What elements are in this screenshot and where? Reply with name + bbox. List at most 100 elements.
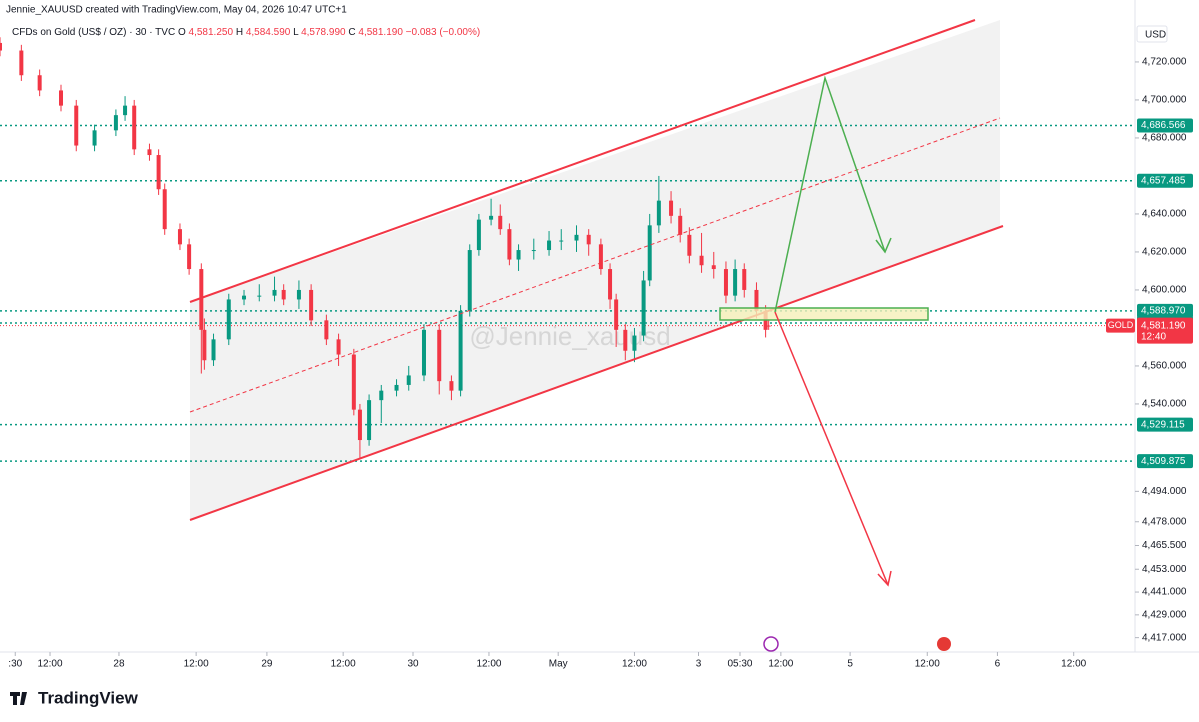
candle-body — [632, 335, 637, 351]
currency: USD — [1145, 30, 1166, 41]
x-tick-label: 12:00 — [768, 659, 793, 670]
brand: TradingView — [38, 688, 139, 707]
y-tick-label: 4,441.000 — [1142, 587, 1187, 598]
candle-body — [123, 105, 128, 116]
candle-body — [242, 295, 247, 300]
x-tick-label: :30 — [8, 659, 22, 670]
y-tick-label: 4,429.000 — [1142, 609, 1187, 620]
candle-body — [742, 269, 747, 290]
level-badge — [1137, 303, 1193, 318]
symbol-info: CFDs on Gold (US$ / OZ) · 30 · TVC O 4,5… — [12, 27, 480, 38]
candle-body — [516, 250, 521, 260]
candle-body — [74, 105, 79, 146]
candle-body — [437, 329, 442, 382]
candle-body — [531, 250, 536, 252]
candle-body — [147, 149, 152, 156]
header-part: O — [178, 27, 186, 38]
candle-body — [113, 115, 118, 131]
y-tick-label: 4,620.000 — [1142, 247, 1187, 258]
candle-body — [476, 219, 481, 251]
brand-logo — [10, 692, 27, 705]
candle-body — [458, 310, 463, 391]
header-part: 4,578.990 — [301, 27, 346, 38]
candle-body — [623, 329, 628, 351]
candle-body — [608, 269, 613, 300]
header-part: H — [236, 27, 243, 38]
candle-body — [723, 269, 728, 296]
y-tick-label: 4,700.000 — [1142, 95, 1187, 106]
candle-body — [351, 354, 356, 410]
zone — [719, 307, 929, 321]
candle-body — [586, 234, 591, 245]
x-tick-label: 29 — [261, 659, 273, 670]
countdown: 12:40 — [1141, 331, 1166, 342]
header-part: L — [293, 27, 299, 38]
candle-body — [733, 269, 738, 296]
candle-body — [647, 225, 652, 281]
candle-body — [156, 155, 161, 190]
candle-body — [614, 299, 619, 330]
candle-body — [0, 42, 2, 51]
candle-body — [37, 75, 42, 91]
candle-body — [132, 105, 137, 150]
symbol-label: GOLD — [1108, 320, 1134, 330]
level-badge — [1137, 173, 1193, 188]
y-tick-label: 4,453.000 — [1142, 564, 1187, 575]
level-label: 4,686.566 — [1141, 120, 1186, 131]
candle-body — [187, 244, 192, 270]
y-tick-label: 4,720.000 — [1142, 57, 1187, 68]
channel-lower — [189, 225, 1004, 521]
candle-body — [498, 215, 503, 230]
x-tick-label: 3 — [696, 659, 702, 670]
level-badge — [1137, 118, 1193, 133]
x-tick-label: 28 — [113, 659, 125, 670]
candle-body — [467, 250, 472, 311]
last-price-badge — [1137, 317, 1193, 344]
y-tick-label: 4,560.000 — [1142, 361, 1187, 372]
x-tick-label: May — [549, 659, 568, 670]
header-part: 4,584.590 — [246, 27, 291, 38]
candle-body — [449, 381, 454, 391]
candle-body — [489, 215, 494, 220]
candle-body — [309, 289, 314, 321]
candles — [0, 37, 771, 460]
candle-body — [367, 400, 372, 441]
y-tick-label: 4,494.000 — [1142, 486, 1187, 497]
level-label: 4,588.970 — [1141, 306, 1186, 317]
level-badge — [1137, 417, 1193, 432]
candle-body — [669, 200, 674, 216]
candle-body — [281, 289, 286, 300]
x-tick-label: 12:00 — [476, 659, 501, 670]
event-icon[interactable] — [763, 636, 779, 652]
x-tick-label: 6 — [995, 659, 1001, 670]
candle-body — [202, 329, 207, 361]
candle-body — [257, 295, 262, 297]
candle-body — [598, 244, 603, 270]
economic-event-icon[interactable] — [937, 637, 951, 651]
y-tick-label: 4,680.000 — [1142, 133, 1187, 144]
candle-body — [678, 215, 683, 235]
x-tick-label: 12:00 — [1061, 659, 1086, 670]
candle-body — [379, 390, 384, 401]
channel-fill — [190, 20, 1000, 520]
header-part: −0.083 (−0.00%) — [406, 27, 481, 38]
currency-box — [1136, 25, 1168, 43]
candle-body — [357, 409, 362, 441]
axis-labels: 4,720.000 4,700.000 4,680.000 4,640.000 4,62… — [8, 57, 1193, 670]
drawings — [189, 19, 1004, 587]
candle-body — [711, 265, 716, 270]
candle-body — [699, 255, 704, 266]
y-tick-label: 4,465.500 — [1142, 540, 1187, 551]
bull-path — [774, 75, 886, 313]
candle-body — [177, 229, 182, 245]
candle-body — [656, 200, 661, 226]
x-tick-label: 5 — [847, 659, 853, 670]
candle-body — [754, 289, 759, 311]
last-price-label: 4,581.190 — [1141, 320, 1186, 331]
x-tick-label: 12:00 — [622, 659, 647, 670]
candle-body — [272, 289, 277, 296]
candle-body — [162, 189, 167, 230]
x-tick-label: 05:30 — [727, 659, 752, 670]
bear-path — [774, 311, 889, 586]
